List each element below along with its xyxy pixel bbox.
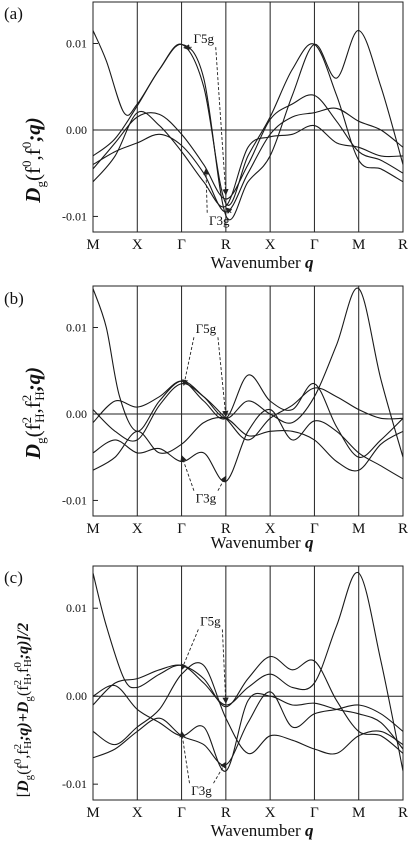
series-line-1 [92,29,404,221]
y-tick-label: 0.00 [66,123,87,137]
panel-a: (a) Dg(f0,f0;q) Wavenumber q [4,4,314,272]
panel-a-xlabel: Wavenumber q [211,253,314,272]
y-tick-label: 0.00 [66,689,87,703]
plot-frame [92,1,404,233]
series-line-5 [92,684,404,772]
series-line-4 [92,110,404,208]
series-line-4 [92,409,404,482]
annotation-arrow [183,44,192,51]
y-tick-label: 0.01 [66,321,87,335]
plot-panel-c: M X Γ R X Γ M R -0.01 0.00 0.01 Γ5g Γ3g [62,565,408,821]
x-tick-label: Γ [177,805,186,821]
panel-b-ylabel: Dg(f2H,f2H;q) [19,367,48,460]
x-tick-label: M [86,805,99,821]
panel-a-ylabel: Dg(f0,f0;q) [19,117,48,203]
annotation-γ3g: Γ3g [209,213,230,228]
panel-c-xlabel: Wavenumber q [211,821,314,840]
x-tick-label: Γ [177,237,186,253]
y-tick-label: -0.01 [62,493,87,507]
y-tick-label: -0.01 [62,209,87,223]
x-tick-label: Γ [177,521,186,537]
x-tick-label: M [86,237,99,253]
annotation-arrow [225,207,233,214]
panel-b-xlabel: Wavenumber q [211,533,314,552]
x-tick-label: M [86,521,99,537]
y-tick-label: 0.01 [66,601,87,615]
annotation-arrow [179,730,190,784]
panel-c-label: (c) [4,568,23,587]
x-tick-label: X [265,805,276,821]
annotation-γ3g: Γ3g [196,491,217,506]
x-tick-label: X [132,805,143,821]
x-tick-label: R [398,805,408,821]
x-tick-label: M [352,237,365,253]
series-line-2 [92,656,404,754]
series-line-3 [92,94,404,200]
series-line-4 [92,662,404,755]
x-tick-label: R [221,805,231,821]
series-line-5 [92,416,404,472]
panel-b-label: (b) [4,289,24,308]
annotation-γ3g: Γ3g [191,783,212,798]
annotation-arrow [217,475,227,491]
series-line-1 [92,287,404,458]
plot-panel-a: M X Γ R X Γ M R -0.01 0.00 0.01 Γ5g Γ3g [62,1,408,253]
panel-a-label: (a) [4,4,23,23]
x-tick-label: Γ [310,521,319,537]
panel-c: (c) [Dg(f0,f2H;q)+Dg(f2H,f0H;q)]/2 Waven… [4,568,314,840]
series-line-3 [92,383,404,442]
x-tick-label: X [265,521,276,537]
x-tick-label: Γ [310,237,319,253]
x-tick-label: R [398,521,408,537]
y-tick-label: 0.01 [66,37,87,51]
x-tick-label: X [132,521,143,537]
series-line-1 [92,572,404,772]
annotation-γ5g: Γ5g [193,31,214,46]
plot-panel-b: M X Γ R X Γ M R -0.01 0.00 0.01 Γ5g Γ3g [62,285,408,537]
series-line-5 [92,107,404,213]
x-tick-label: Γ [310,805,319,821]
x-tick-label: M [352,521,365,537]
x-tick-label: M [352,805,365,821]
annotation-arrow [181,337,195,387]
panel-c-ylabel: [Dg(f0,f2H;q)+Dg(f2H,f0H;q)]/2 [12,623,35,798]
annotation-arrow [213,761,227,784]
annotation-γ5g: Γ5g [200,613,221,628]
panel-b: (b) Dg(f2H,f2H;q) Wavenumber q [4,289,314,552]
annotation-arrow [202,168,210,213]
annotation-arrow [221,629,229,704]
x-tick-label: R [221,521,231,537]
y-tick-label: -0.01 [62,777,87,791]
x-tick-label: X [132,237,143,253]
x-tick-label: X [265,237,276,253]
x-tick-label: R [398,237,408,253]
plot-frame [92,285,404,517]
series-line-3 [92,691,404,766]
plot-areas: M X Γ R X Γ M R -0.01 0.00 0.01 Γ5g Γ3g M X Γ R X Γ M R -0.01… [62,1,408,821]
plot-frame [92,565,404,801]
annotation-arrow [180,454,195,491]
series-line-2 [92,374,404,458]
annotation-arrow [217,337,229,418]
series-line-2 [92,43,404,206]
annotation-arrow [180,629,199,671]
x-tick-label: R [221,237,231,253]
annotation-γ5g: Γ5g [196,321,217,336]
y-tick-label: 0.00 [66,407,87,421]
